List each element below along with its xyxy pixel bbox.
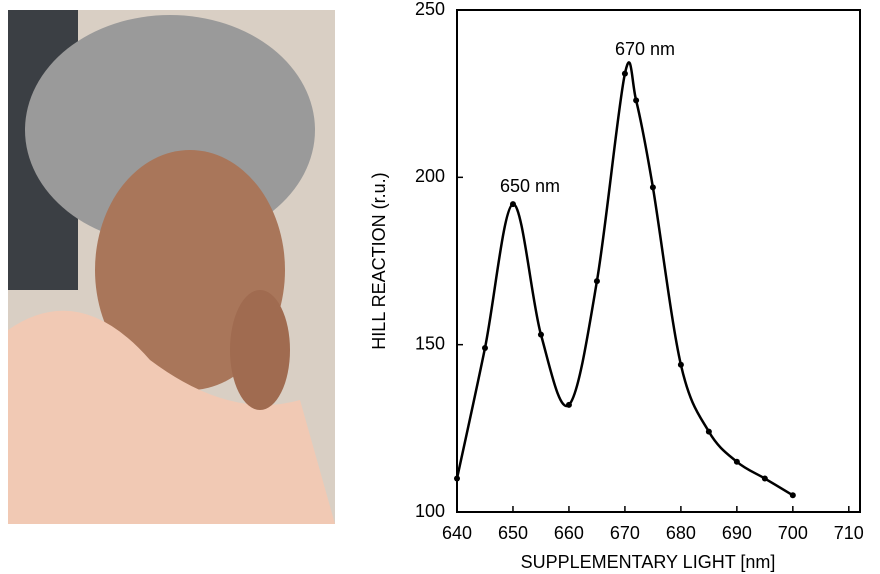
- annotation: 650 nm: [500, 176, 560, 196]
- x-tick-label: 700: [778, 523, 808, 543]
- point: [593, 278, 600, 285]
- point: [761, 475, 768, 482]
- y-tick-label: 200: [415, 166, 445, 186]
- point: [621, 70, 628, 77]
- x-tick-label: 670: [610, 523, 640, 543]
- annotation: 670 nm: [615, 39, 675, 59]
- x-tick-label: 650: [498, 523, 528, 543]
- photo: [8, 10, 335, 524]
- line: [455, 61, 794, 497]
- x-tick-label: 640: [442, 523, 472, 543]
- photo-hand: [230, 290, 290, 410]
- y-tick-label: 150: [415, 333, 445, 353]
- x-axis-label: SUPPLEMENTARY LIGHT [nm]: [521, 552, 776, 572]
- y-axis-label: HILL REACTION (r.u.): [369, 172, 389, 349]
- x-tick-label: 660: [554, 523, 584, 543]
- point: [509, 201, 516, 208]
- plot-frame: [456, 9, 861, 513]
- point: [649, 184, 656, 191]
- point: [481, 345, 488, 352]
- y-tick-label: 100: [415, 501, 445, 521]
- point: [677, 361, 684, 368]
- point: [633, 97, 640, 104]
- x-tick-label: 710: [834, 523, 864, 543]
- point: [733, 458, 740, 465]
- point: [789, 492, 796, 499]
- x-tick-label: 690: [722, 523, 752, 543]
- point: [565, 401, 572, 408]
- point: [705, 428, 712, 435]
- x-tick-label: 680: [666, 523, 696, 543]
- y-tick-label: 250: [415, 0, 445, 19]
- photo-shirt: [8, 310, 335, 524]
- point: [454, 475, 460, 482]
- point: [537, 331, 544, 338]
